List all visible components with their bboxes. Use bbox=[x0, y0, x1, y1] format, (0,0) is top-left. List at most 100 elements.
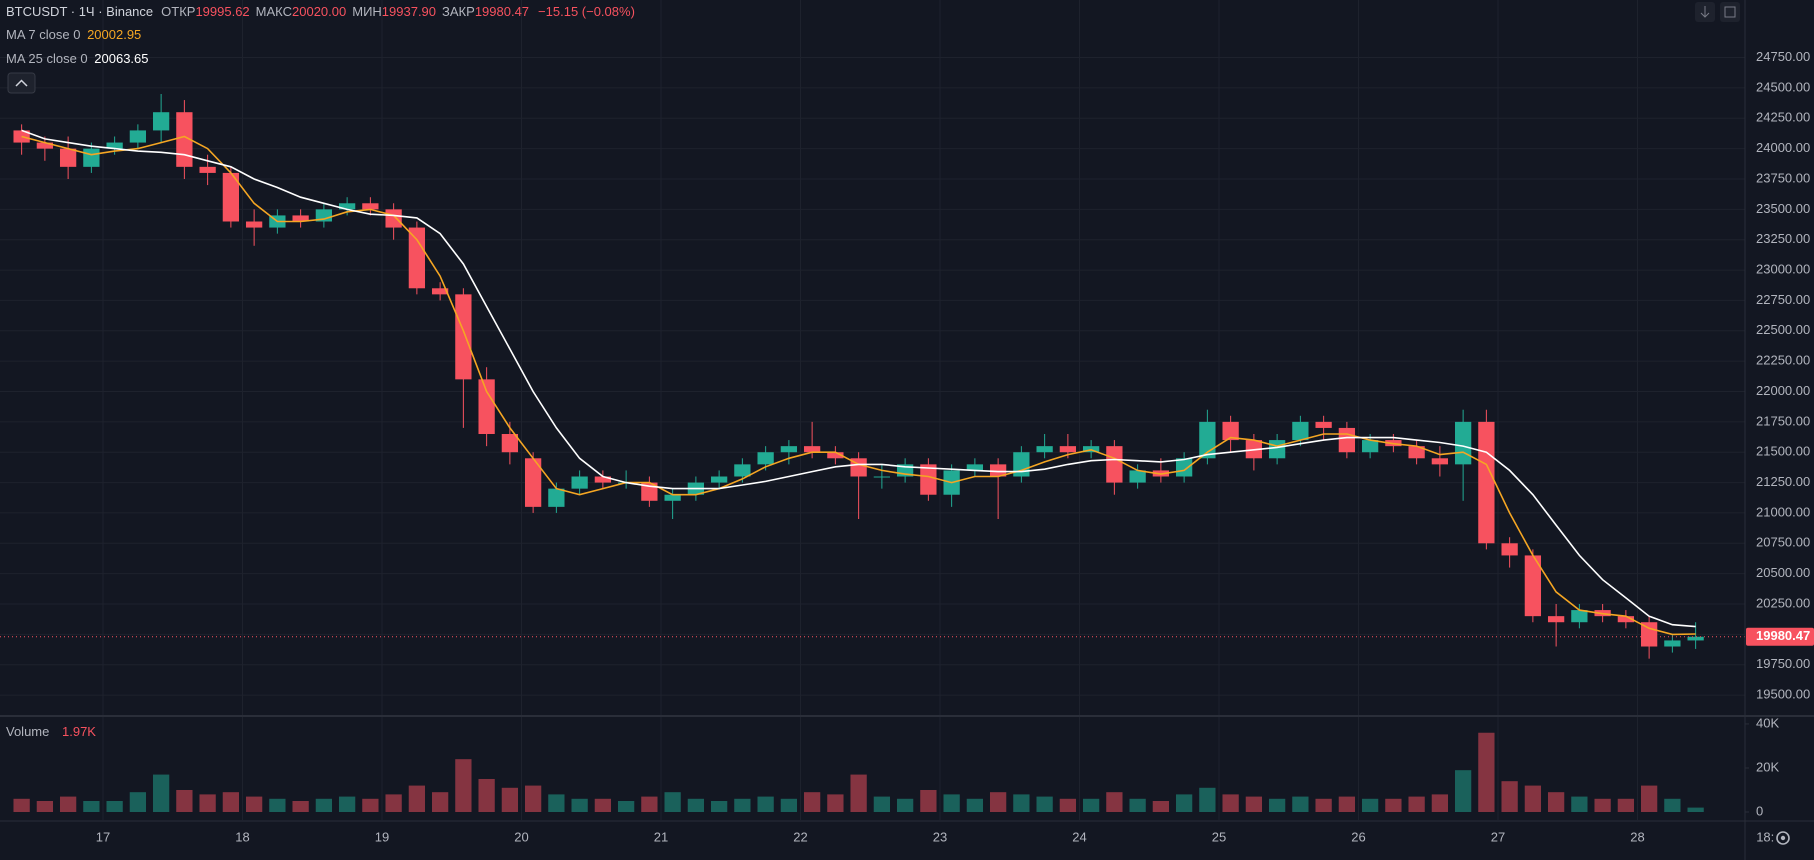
ma25-legend: MA 25 close 0 20063.65 bbox=[6, 51, 152, 66]
y-tick-label: 23000.00 bbox=[1756, 262, 1810, 277]
candle-body bbox=[1222, 421, 1239, 441]
volume-bar bbox=[1640, 785, 1658, 812]
volume-bar bbox=[594, 798, 612, 812]
candle-body bbox=[1129, 470, 1146, 483]
volume-bar bbox=[1687, 807, 1704, 812]
candle-body bbox=[1524, 555, 1542, 617]
candle-body bbox=[176, 112, 193, 167]
volume-bar bbox=[1385, 798, 1402, 812]
volume-bar bbox=[408, 785, 426, 812]
volume-bar bbox=[827, 794, 844, 812]
volume-bar bbox=[1106, 792, 1123, 812]
volume-bar bbox=[222, 792, 240, 812]
candle-body bbox=[594, 476, 612, 483]
volume-bar bbox=[1431, 794, 1449, 812]
volume-bar bbox=[1594, 798, 1611, 812]
volume-bar bbox=[850, 774, 867, 812]
volume-bar bbox=[1036, 796, 1053, 812]
y-tick-label: 22500.00 bbox=[1756, 322, 1810, 337]
y-tick-label: 23500.00 bbox=[1756, 201, 1810, 216]
volume-bar bbox=[687, 798, 705, 812]
volume-bar bbox=[431, 792, 449, 812]
candle-body bbox=[59, 148, 77, 167]
candle-body bbox=[1501, 543, 1518, 556]
candle-body bbox=[1338, 427, 1356, 453]
candle-body bbox=[920, 464, 937, 495]
candle-body bbox=[734, 464, 751, 477]
candle-body bbox=[1315, 421, 1332, 428]
ma-value: 20063.65 bbox=[94, 51, 149, 66]
volume-bar bbox=[152, 774, 170, 812]
y-tick-label: 21500.00 bbox=[1756, 444, 1810, 459]
volume-title: Volume bbox=[6, 724, 50, 739]
volume-bar bbox=[501, 787, 519, 812]
volume-bar bbox=[1454, 770, 1472, 812]
volume-bar bbox=[13, 798, 30, 812]
y-tick-label: 24750.00 bbox=[1756, 49, 1810, 64]
volume-bar bbox=[757, 796, 774, 812]
toolbar-icons[interactable] bbox=[1695, 2, 1740, 22]
volume-bar bbox=[1571, 796, 1588, 812]
candle-body bbox=[1059, 446, 1077, 453]
candle-body bbox=[548, 488, 565, 507]
volume-bar bbox=[176, 789, 193, 812]
volume-bar bbox=[1013, 794, 1030, 812]
candle-body bbox=[571, 476, 588, 489]
volume-bar bbox=[362, 798, 379, 812]
field-value: 19995.62 bbox=[195, 4, 250, 19]
volume-bar bbox=[943, 794, 960, 812]
x-tick-label: 27 bbox=[1491, 829, 1505, 844]
ma-value: 20002.95 bbox=[87, 27, 142, 42]
ma-name: MA 7 close 0 bbox=[6, 27, 81, 42]
candle-body bbox=[129, 130, 147, 143]
candle-body bbox=[780, 446, 798, 453]
settings-gear[interactable] bbox=[1776, 831, 1790, 845]
volume-bar bbox=[1199, 787, 1216, 812]
field-label: ОТКР bbox=[161, 4, 196, 19]
field-label: ЗАКР bbox=[442, 4, 475, 19]
y-tick-label: 22750.00 bbox=[1756, 292, 1810, 307]
y-tick-label: 23250.00 bbox=[1756, 231, 1810, 246]
y-tick-label: 19500.00 bbox=[1756, 687, 1810, 702]
volume-bar bbox=[641, 796, 658, 812]
x-tick-label: 18: bbox=[1756, 829, 1774, 844]
volume-tick-label: 0 bbox=[1756, 803, 1763, 818]
field-label: МАКС bbox=[255, 4, 292, 19]
volume-bar bbox=[1152, 800, 1170, 812]
candle-body bbox=[1361, 440, 1379, 453]
volume-bar bbox=[989, 792, 1007, 812]
volume-bar bbox=[920, 789, 937, 812]
candle-body bbox=[1664, 640, 1681, 647]
volume-bar bbox=[1547, 792, 1565, 812]
volume-bar bbox=[1315, 798, 1332, 812]
volume-bar bbox=[269, 798, 286, 812]
volume-bar bbox=[803, 792, 821, 812]
candle-body bbox=[1640, 622, 1658, 647]
x-tick-label: 21 bbox=[654, 829, 668, 844]
header-legend: BTCUSDT · 1Ч · Binance ОТКР19995.62 МАКС20… bbox=[6, 4, 638, 19]
field-value: 20020.00 bbox=[292, 4, 347, 19]
candle-body bbox=[1175, 458, 1193, 477]
volume-legend: Volume 1.97K bbox=[6, 724, 99, 739]
candle-body bbox=[83, 148, 100, 167]
y-tick-label: 19750.00 bbox=[1756, 656, 1810, 671]
volume-bar bbox=[1268, 798, 1286, 812]
symbol: BTCUSDT · 1Ч · Binance bbox=[6, 4, 154, 19]
candle-body bbox=[338, 203, 356, 210]
candle-body bbox=[408, 227, 426, 289]
candle-body bbox=[1617, 616, 1635, 623]
volume-bar bbox=[1501, 781, 1518, 812]
volume-bar bbox=[478, 778, 495, 812]
y-tick-label: 21000.00 bbox=[1756, 504, 1810, 519]
x-tick-label: 18 bbox=[235, 829, 249, 844]
x-tick-label: 19 bbox=[375, 829, 389, 844]
volume-bar bbox=[292, 800, 309, 812]
field-value: 19937.90 bbox=[381, 4, 437, 19]
x-tick-label: 17 bbox=[96, 829, 110, 844]
collapse-button[interactable] bbox=[7, 72, 36, 94]
candle-body bbox=[966, 464, 984, 471]
candle-body bbox=[455, 294, 472, 380]
candle-body bbox=[1013, 452, 1030, 477]
